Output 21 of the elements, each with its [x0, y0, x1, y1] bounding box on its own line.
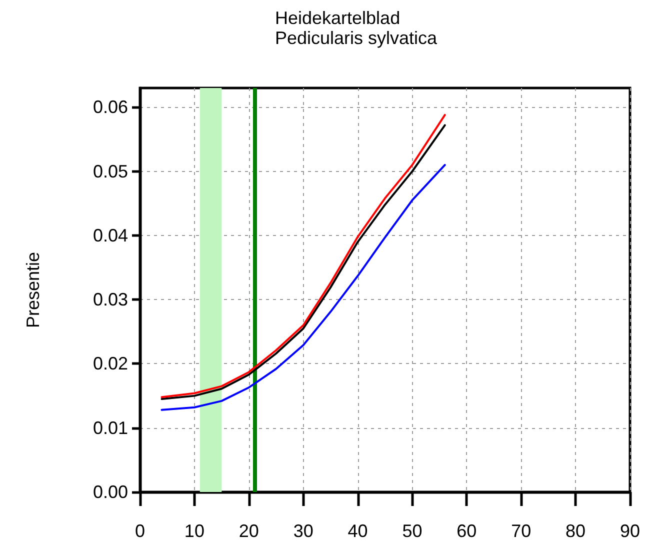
- y-tick-label: 0.03: [92, 290, 128, 310]
- x-tick-label: 20: [238, 521, 259, 541]
- x-tick-label: 70: [511, 521, 532, 541]
- y-tick-label: 0.05: [92, 161, 128, 182]
- x-tick-label: 60: [456, 521, 477, 541]
- y-tick-label: 0.02: [92, 354, 128, 374]
- line-series: [160, 164, 446, 411]
- x-tick-label: 30: [293, 521, 314, 541]
- y-tick-label: 0.00: [92, 482, 128, 502]
- y-tick-label: 0.06: [92, 97, 128, 118]
- x-tick-label: 80: [566, 521, 586, 541]
- x-tick-label: 40: [348, 521, 368, 541]
- x-tick-label: 90: [620, 521, 640, 541]
- y-tick-label: 0.04: [92, 225, 128, 246]
- chart-title: Heidekartelblad: [275, 8, 400, 28]
- x-tick-label: 50: [402, 521, 422, 541]
- x-tick-label: 0: [134, 521, 146, 541]
- y-tick-label: 0.01: [92, 418, 128, 438]
- y-axis-title: Presentie: [23, 252, 43, 328]
- chart-subtitle: Pedicularis sylvatica: [275, 28, 438, 48]
- x-tick-label: 10: [184, 521, 204, 541]
